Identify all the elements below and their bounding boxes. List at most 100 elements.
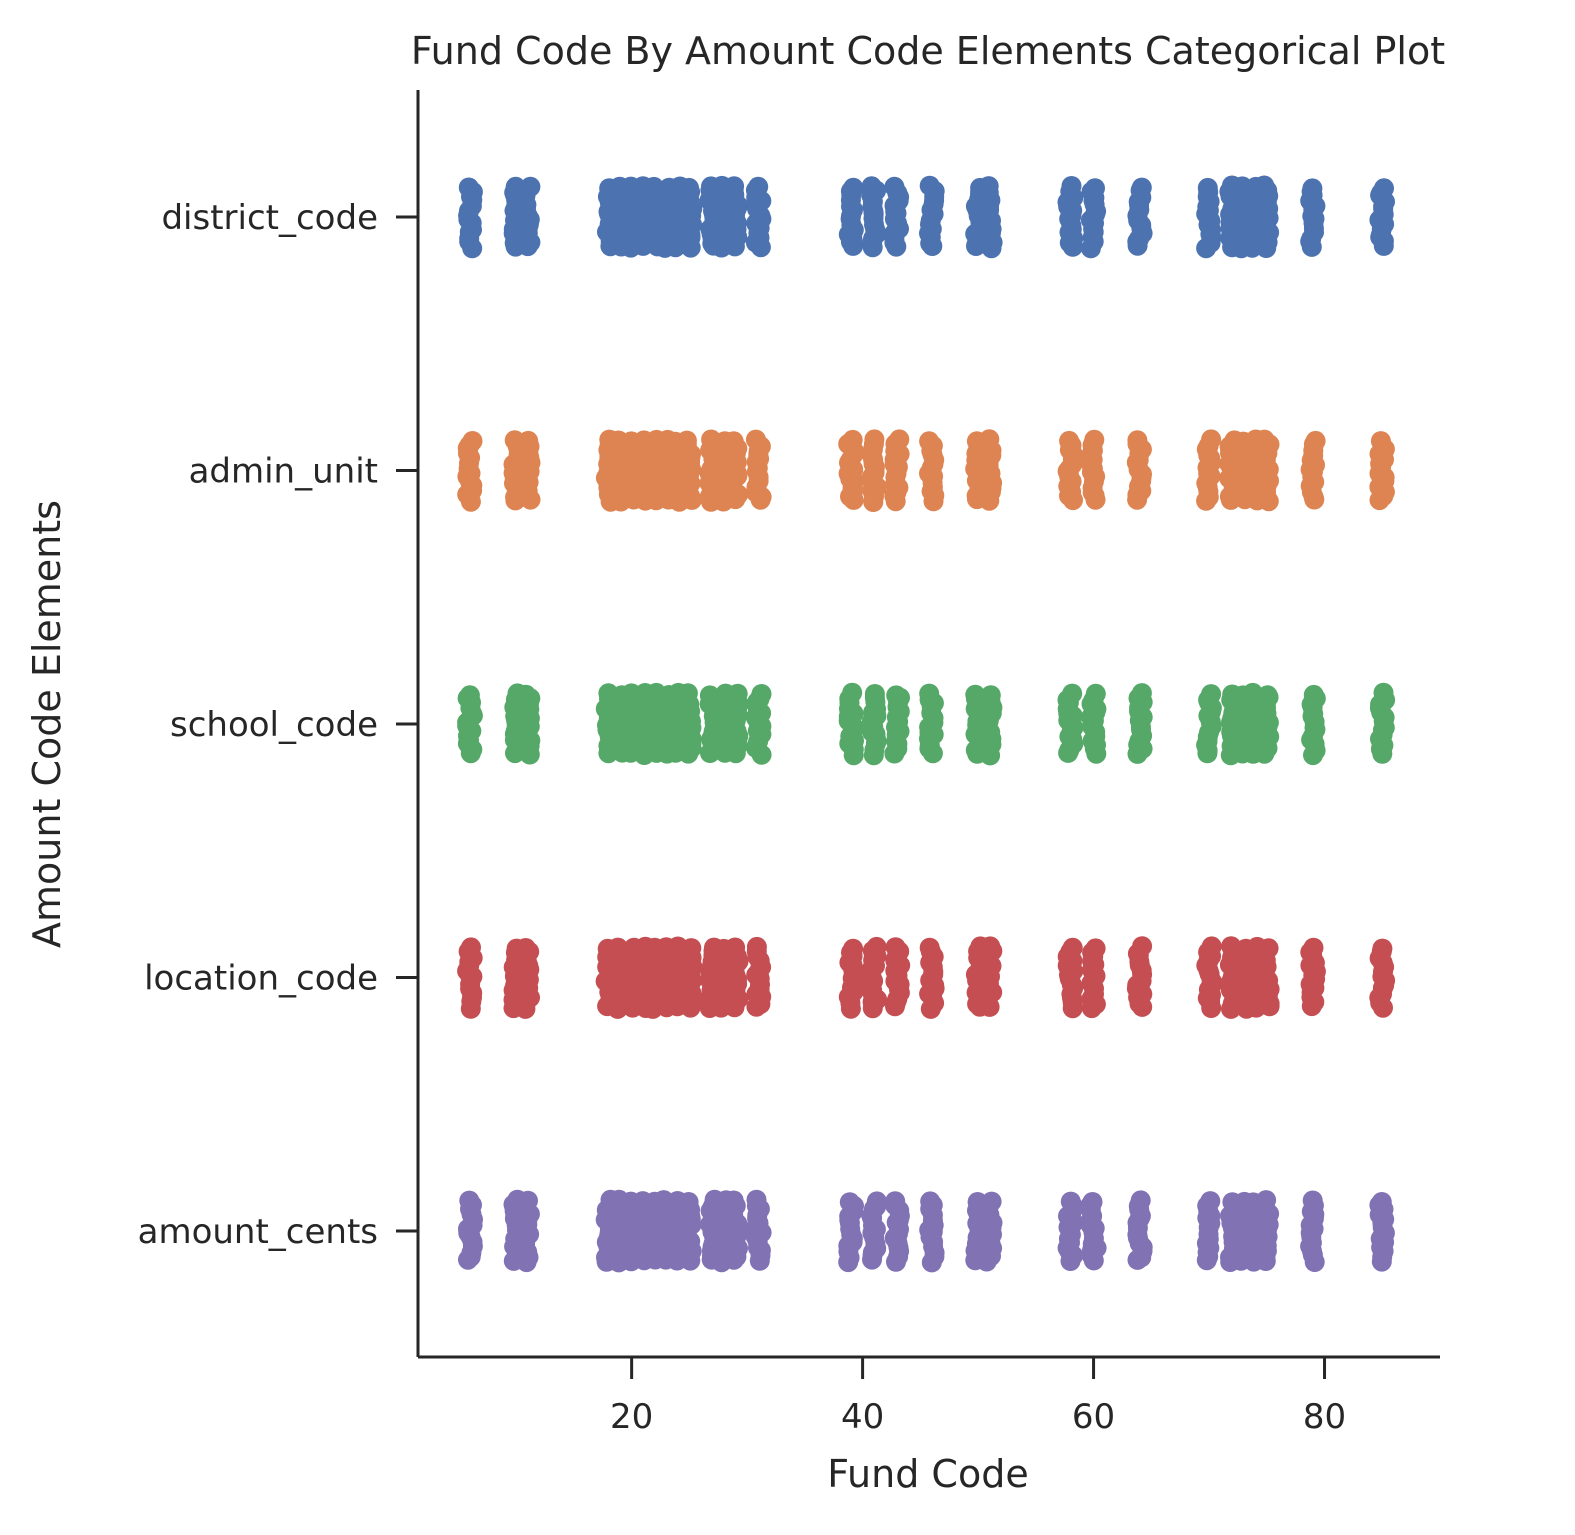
data-point-school_code xyxy=(1372,743,1393,764)
data-point-location_code xyxy=(862,998,883,1019)
data-point-admin_unit xyxy=(520,489,541,510)
data-point-location_code xyxy=(885,996,905,1017)
data-point-school_code xyxy=(884,743,905,764)
data-point-amount_cents xyxy=(1127,1249,1148,1270)
data-point-district_code xyxy=(1127,235,1148,256)
data-point-district_code xyxy=(1196,238,1217,259)
data-point-amount_cents xyxy=(458,1249,478,1270)
data-point-location_code xyxy=(680,997,701,1018)
data-point-district_code xyxy=(862,237,883,258)
data-point-location_code xyxy=(979,996,1000,1017)
data-point-admin_unit xyxy=(1085,489,1106,510)
data-point-location_code xyxy=(1201,998,1222,1018)
data-point-location_code xyxy=(746,996,767,1017)
data-point-school_code xyxy=(843,745,864,766)
data-point-admin_unit xyxy=(843,489,864,510)
data-point-amount_cents xyxy=(1371,1251,1392,1272)
y-axis-label: Amount Code Elements xyxy=(25,500,69,948)
data-point-admin_unit xyxy=(885,491,906,512)
y-tick-label: admin_unit xyxy=(189,452,378,492)
y-tick-label: location_code xyxy=(144,959,378,999)
data-point-school_code xyxy=(678,743,699,764)
data-point-district_code xyxy=(981,238,1002,259)
data-point-amount_cents xyxy=(1060,1251,1081,1271)
data-point-admin_unit xyxy=(979,490,1000,511)
data-point-admin_unit xyxy=(725,489,746,510)
data-point-school_code xyxy=(519,744,540,765)
data-point-school_code xyxy=(1303,745,1323,766)
data-point-amount_cents xyxy=(1196,1250,1217,1271)
x-axis-label: Fund Code xyxy=(827,1452,1028,1496)
data-point-amount_cents xyxy=(886,1251,906,1272)
data-point-location_code xyxy=(1373,997,1393,1018)
data-point-district_code xyxy=(462,238,483,259)
chart-title: Fund Code By Amount Code Elements Catego… xyxy=(411,29,1445,73)
x-axis-ticks: 20 40 60 80 xyxy=(610,1357,1346,1437)
y-tick-label: amount_cents xyxy=(138,1212,378,1252)
data-point-admin_unit xyxy=(1063,490,1083,511)
data-point-location_code xyxy=(920,998,941,1019)
data-point-amount_cents xyxy=(680,1250,701,1271)
data-point-admin_unit xyxy=(1304,489,1325,510)
data-point-school_code xyxy=(1254,743,1275,764)
data-point-school_code xyxy=(1058,742,1079,763)
data-point-location_code xyxy=(460,998,481,1019)
data-point-school_code xyxy=(863,745,884,766)
data-point-district_code xyxy=(1062,236,1083,257)
data-point-district_code xyxy=(886,236,907,257)
data-point-district_code xyxy=(1080,238,1101,259)
data-point-location_code xyxy=(515,998,536,1019)
data-point-admin_unit xyxy=(1258,491,1279,512)
data-point-amount_cents xyxy=(516,1252,537,1273)
data-point-amount_cents xyxy=(723,1249,744,1270)
data-point-district_code xyxy=(724,236,745,257)
data-point-school_code xyxy=(980,745,1001,766)
data-point-amount_cents xyxy=(749,1250,770,1271)
data-point-amount_cents xyxy=(976,1251,997,1272)
data-point-admin_unit xyxy=(1369,490,1390,511)
data-point-admin_unit xyxy=(681,489,702,510)
data-point-admin_unit xyxy=(863,492,884,512)
data-point-admin_unit xyxy=(1196,490,1217,511)
data-point-district_code xyxy=(517,236,538,257)
data-point-district_code xyxy=(1256,238,1277,258)
data-point-admin_unit xyxy=(923,491,944,512)
x-tick-label: 20 xyxy=(610,1397,653,1437)
data-point-amount_cents xyxy=(1255,1251,1276,1271)
data-point-admin_unit xyxy=(460,491,481,512)
data-point-amount_cents xyxy=(1083,1250,1104,1271)
data-point-location_code xyxy=(1301,996,1322,1017)
data-point-amount_cents xyxy=(921,1252,942,1273)
data-point-school_code xyxy=(1086,743,1107,764)
data-point-district_code xyxy=(750,237,771,258)
x-tick-label: 60 xyxy=(1072,1397,1115,1437)
data-point-location_code xyxy=(724,997,745,1018)
data-point-school_code xyxy=(460,743,481,764)
data-point-district_code xyxy=(680,237,701,258)
data-point-location_code xyxy=(1081,998,1102,1019)
y-tick-label: district_code xyxy=(161,198,378,238)
data-point-location_code xyxy=(1062,998,1083,1019)
data-point-location_code xyxy=(840,998,861,1019)
data-point-location_code xyxy=(1259,996,1280,1017)
x-tick-label: 40 xyxy=(841,1397,884,1437)
data-point-district_code xyxy=(1301,236,1322,257)
data-point-school_code xyxy=(1197,743,1218,764)
data-point-school_code xyxy=(751,744,772,765)
y-tick-label: school_code xyxy=(170,705,378,745)
data-point-amount_cents xyxy=(1304,1252,1325,1272)
data-point-amount_cents xyxy=(862,1249,882,1270)
data-point-amount_cents xyxy=(838,1252,859,1273)
data-point-admin_unit xyxy=(750,489,771,510)
data-point-district_code xyxy=(1373,235,1394,256)
data-point-location_code xyxy=(1132,996,1153,1017)
data-point-school_code xyxy=(1127,743,1148,764)
data-point-district_code xyxy=(922,236,943,256)
data-points xyxy=(457,175,1396,1273)
data-point-admin_unit xyxy=(1127,489,1148,510)
data-point-district_code xyxy=(843,235,864,256)
x-tick-label: 80 xyxy=(1303,1397,1346,1437)
y-axis-ticks: district_code admin_unit school_codelocati… xyxy=(138,198,418,1252)
data-point-school_code xyxy=(922,743,943,764)
